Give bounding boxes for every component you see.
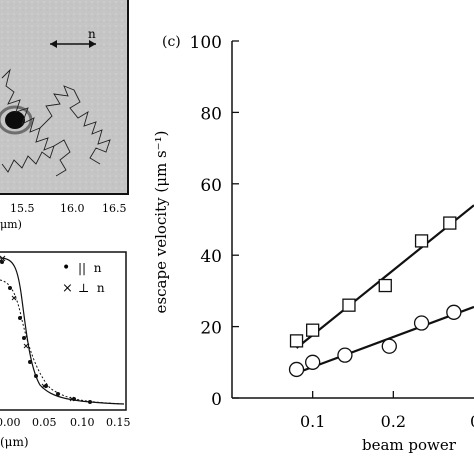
profile-cross — [23, 343, 29, 349]
profile-cross — [11, 295, 17, 301]
micrograph-panel: n 15.5 16.0 16.5 μm) — [0, 0, 129, 231]
square-point — [414, 234, 429, 248]
micrograph-x-tick: 16.0 — [60, 202, 85, 215]
profile-point — [28, 360, 32, 364]
circle-point — [288, 361, 305, 378]
x-axis-label: beam power — [362, 436, 457, 454]
panel-label: (c) — [162, 34, 181, 50]
circle-point — [337, 347, 353, 363]
direction-label: n — [88, 27, 96, 41]
profile-frame — [0, 251, 127, 411]
micrograph-x-tick: 16.5 — [102, 202, 127, 215]
y-tick-label: 60 — [200, 176, 222, 196]
circle-point — [413, 315, 430, 331]
tick-layer: 0 20 40 60 80 100 0.1 0.2 0 — [190, 33, 474, 431]
trapped-particle — [5, 111, 25, 129]
circle-point — [446, 304, 462, 320]
x-tick-label-partial: 0 — [470, 412, 474, 431]
y-tick-label: 0 — [211, 390, 222, 410]
brownian-trajectory — [1, 68, 111, 177]
profile-point — [0, 260, 4, 264]
legend-label-parallel: || n — [78, 261, 102, 275]
profile-panel: • || n × ⊥ n 0.00 0.05 0.10 0.15 (μm) — [0, 251, 131, 449]
profile-curve-solid — [0, 257, 125, 405]
profile-point — [18, 316, 22, 320]
y-tick-label: 80 — [200, 104, 222, 124]
profile-points-perpendicular — [0, 255, 75, 402]
profile-point — [56, 392, 60, 396]
profile-x-axis-label: (μm) — [0, 435, 29, 449]
square-point — [342, 298, 356, 312]
profile-point — [22, 336, 26, 340]
profile-x-tick: 0.10 — [70, 416, 95, 429]
profile-point — [8, 286, 12, 290]
profile-curve-dotted — [0, 279, 125, 405]
square-point — [443, 216, 457, 230]
profile-x-tick: 0.05 — [32, 416, 57, 429]
profile-point — [34, 374, 38, 378]
circle-point — [381, 338, 397, 354]
micrograph-shade — [0, 0, 126, 192]
profile-cross — [41, 383, 47, 389]
escape-velocity-chart: (c) escape velocity (μm s⁻¹) beam power … — [152, 33, 474, 454]
legend-symbol-perpendicular: × — [62, 281, 73, 296]
profile-x-tick: 0.15 — [106, 416, 131, 429]
y-axis-label: escape velocity (μm s⁻¹) — [152, 131, 170, 314]
legend-symbol-parallel: • — [62, 260, 70, 276]
circle-point — [305, 354, 321, 370]
profile-x-tick: 0.00 — [0, 416, 21, 429]
profile-cross — [69, 396, 75, 402]
square-point — [289, 334, 304, 348]
square-point — [378, 278, 392, 293]
legend-label-perpendicular: ⊥ n — [78, 281, 105, 295]
profile-point — [88, 400, 92, 404]
n-arrow-head-right — [89, 40, 96, 48]
n-arrow-head-left — [50, 40, 57, 48]
x-tick-label: 0.1 — [300, 412, 325, 431]
x-tick-label: 0.2 — [381, 412, 406, 431]
square-point — [306, 323, 320, 337]
y-tick-label: 40 — [200, 247, 222, 267]
y-tick-label: 100 — [190, 33, 222, 53]
micrograph-x-axis-label: μm) — [0, 218, 22, 231]
profile-cross — [0, 255, 6, 262]
micrograph-x-tick: 15.5 — [10, 202, 35, 215]
y-tick-label: 20 — [200, 319, 222, 339]
data-points — [288, 216, 462, 378]
